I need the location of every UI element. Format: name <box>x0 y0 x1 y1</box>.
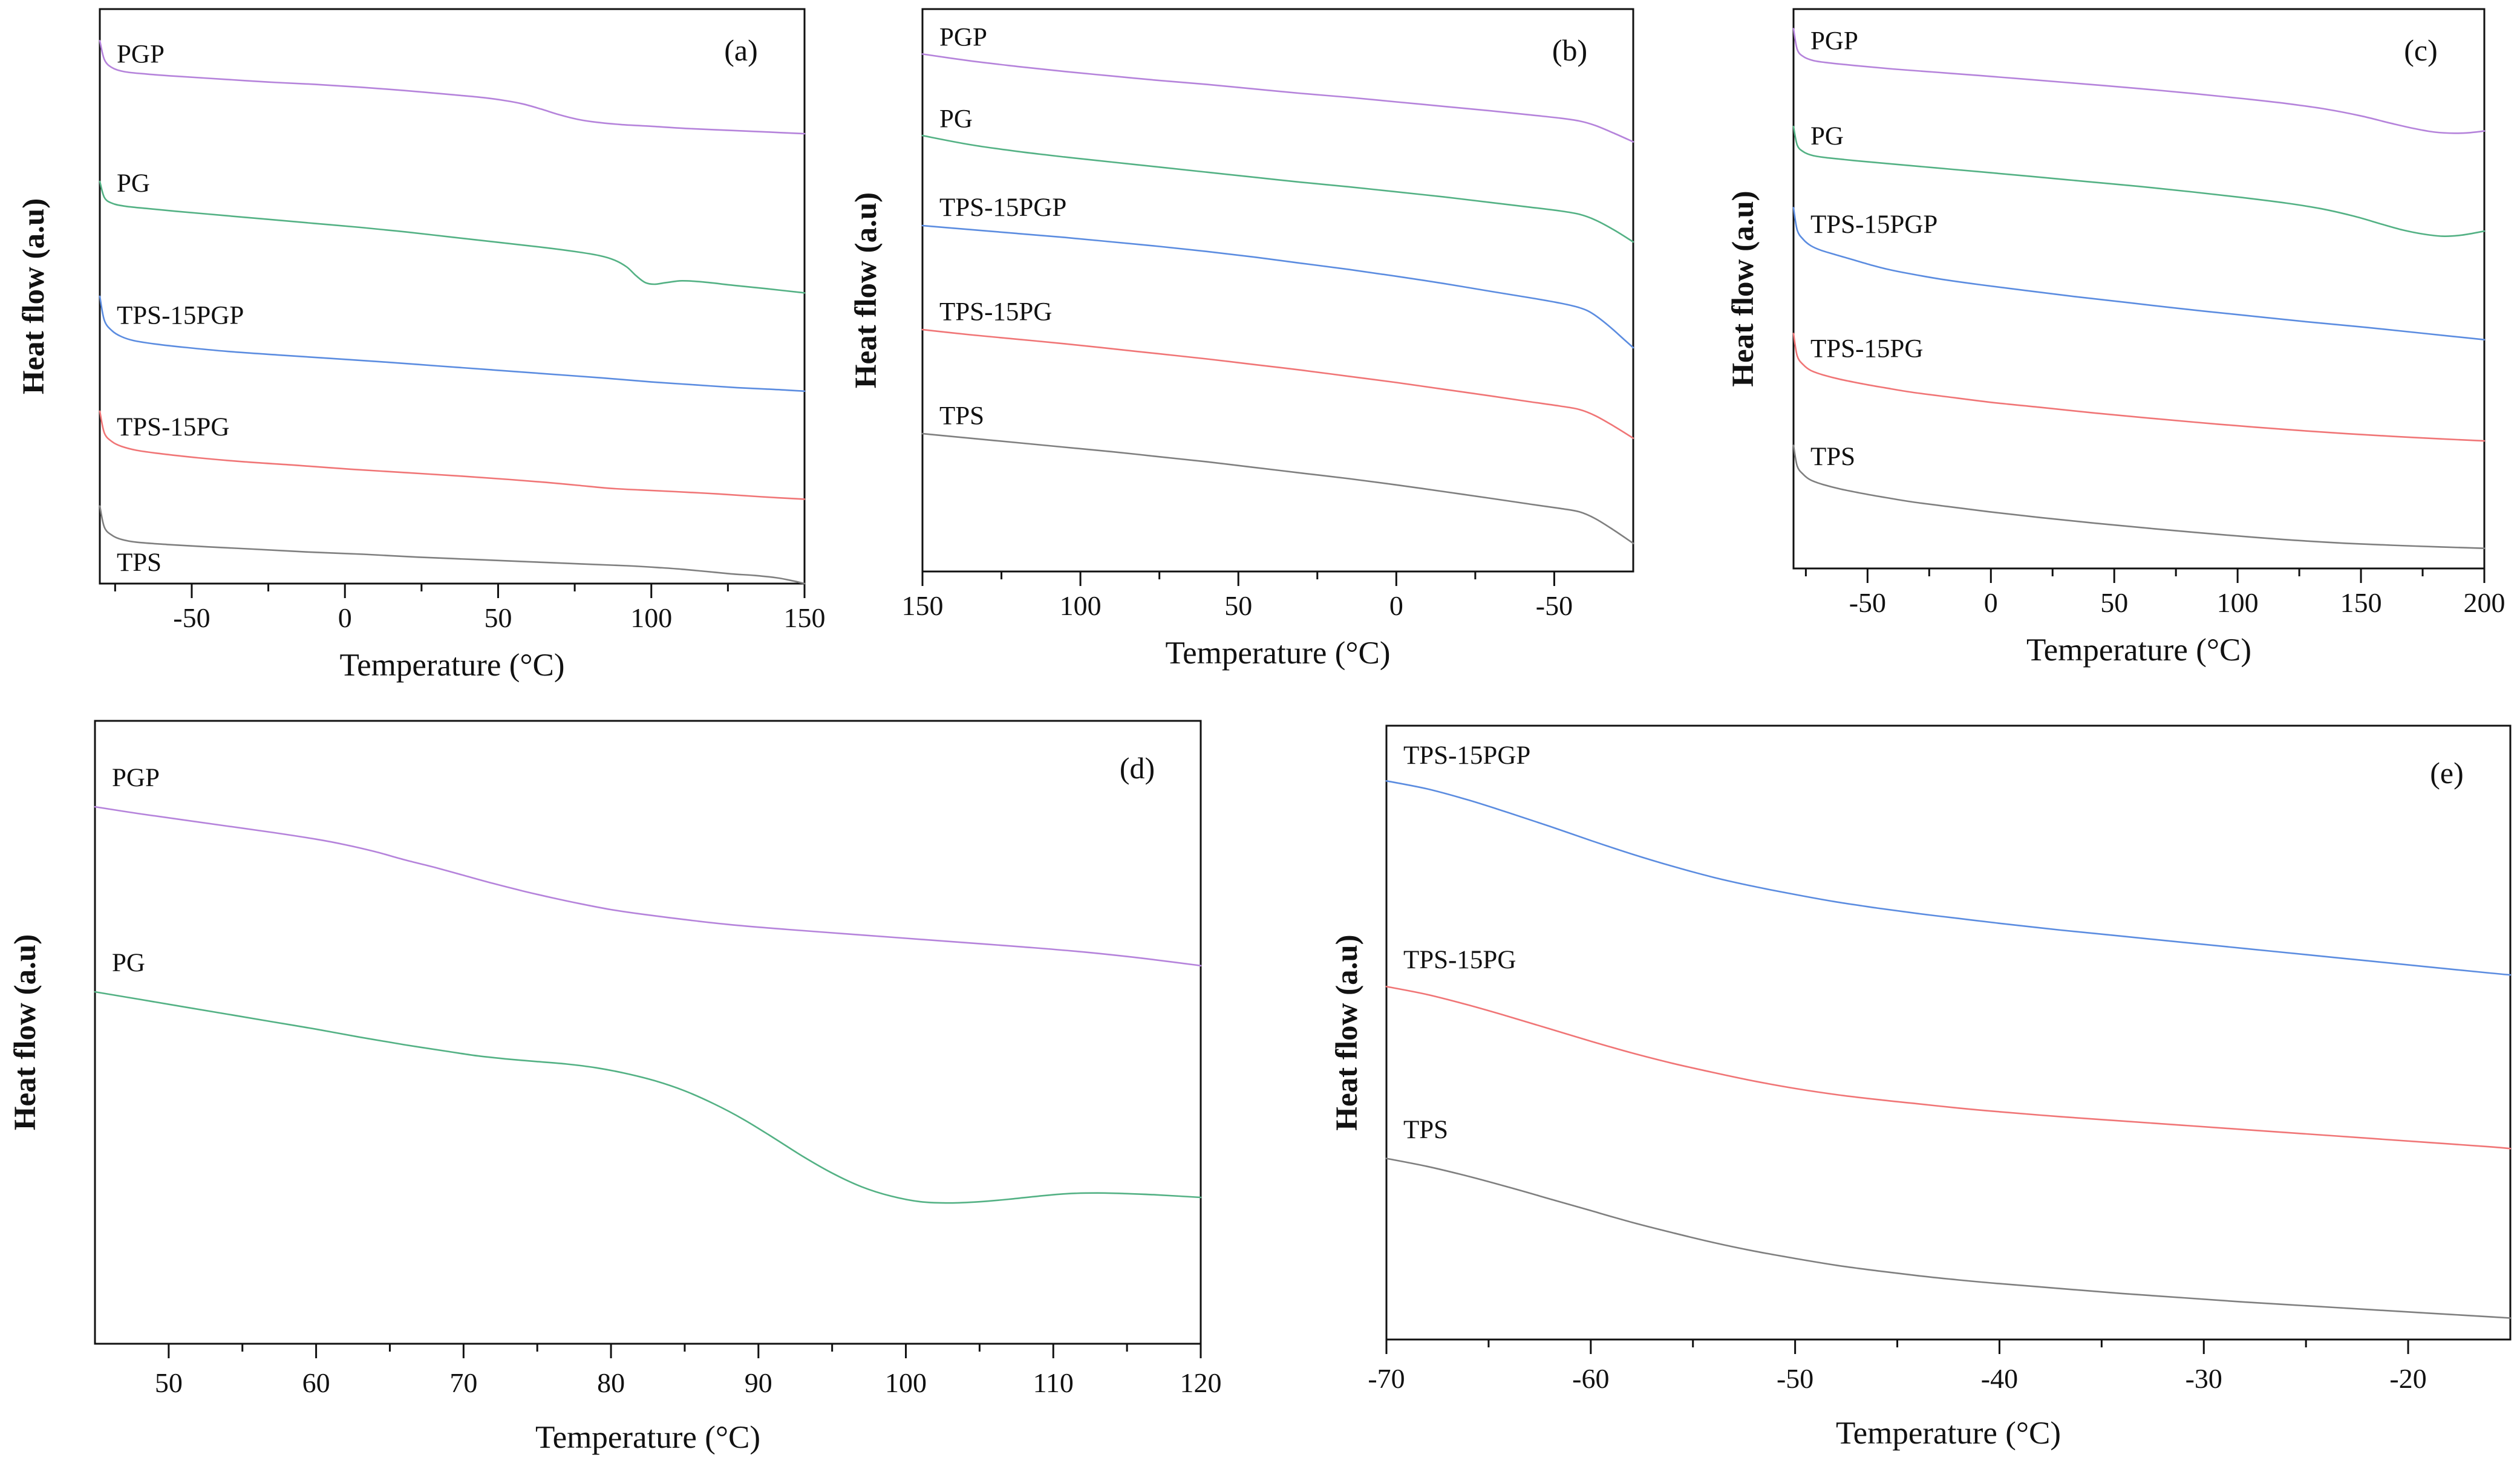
series-curve-PG <box>94 991 1202 1204</box>
x-tick-label: -70 <box>1368 1363 1405 1394</box>
x-tick-label: 70 <box>449 1367 477 1398</box>
series-curve-TPS-15PG <box>1385 986 2512 1150</box>
x-axis-label: Temperature (°C) <box>339 648 564 683</box>
y-axis-label: Heat flow (a.u) <box>8 934 42 1130</box>
series-curve-TPS-15PG <box>1792 333 2486 442</box>
series-curve-TPS-15PG <box>921 328 1634 439</box>
x-tick-label: 110 <box>1033 1367 1074 1398</box>
series-label-TPS-15PG: TPS-15PG <box>1810 334 1923 363</box>
series-curve-PGP <box>921 53 1634 143</box>
plot-box <box>1385 724 2512 1341</box>
series-label-TPS: TPS <box>1403 1116 1448 1144</box>
y-axis-label: Heat flow (a.u) <box>17 198 51 394</box>
series-curve-PG <box>99 180 806 294</box>
x-tick-label: 50 <box>1224 590 1252 621</box>
x-tick-label: 50 <box>484 602 512 633</box>
y-axis-label: Heat flow (a.u) <box>1726 190 1760 386</box>
x-tick-label: 0 <box>1389 590 1403 621</box>
plot-box <box>921 8 1634 573</box>
x-tick-label: 0 <box>338 602 352 633</box>
series-curve-PGP <box>94 806 1202 967</box>
series-label-TPS: TPS <box>117 549 162 577</box>
series-label-PG: PG <box>112 949 145 977</box>
x-tick-label: 100 <box>885 1367 927 1398</box>
plot-box <box>1792 8 2486 570</box>
panel-d: 50 60 70 80 90 100 110 120 Temperature (°C) Heat … <box>8 720 1222 1455</box>
series-label-PG: PG <box>1810 122 1844 151</box>
series-label-TPS-15PG: TPS-15PG <box>1403 946 1516 974</box>
x-tick-label: 50 <box>2100 587 2128 618</box>
series-label-TPS-15PGP: TPS-15PGP <box>117 302 244 330</box>
x-tick-label: -30 <box>2185 1363 2222 1394</box>
series-label-PG: PG <box>939 105 973 133</box>
series-label-TPS-15PG: TPS-15PG <box>117 413 229 441</box>
panel-letter: (c) <box>2404 33 2438 67</box>
x-tick-label: -50 <box>173 602 210 633</box>
series-curve-TPS <box>921 432 1634 544</box>
panel-b: 150 100 50 0 -50 Temperature (°C) Heat flow (a… <box>849 8 1634 671</box>
x-axis-label: Temperature (°C) <box>2026 633 2251 668</box>
series-label-TPS-15PGP: TPS-15PGP <box>1810 210 1937 239</box>
series-curve-TPS <box>99 505 806 585</box>
x-tick-label: 80 <box>597 1367 625 1398</box>
series-curve-PGP <box>99 40 806 135</box>
x-tick-label: -50 <box>1849 587 1886 618</box>
series-label-PG: PG <box>117 169 150 198</box>
x-tick-label: 100 <box>1060 590 1102 621</box>
series-curve-TPS <box>1792 444 2486 549</box>
x-tick-label: -20 <box>2389 1363 2426 1394</box>
series-label-TPS: TPS <box>939 402 984 430</box>
x-tick-label: -50 <box>1777 1363 1813 1394</box>
x-tick-label: 200 <box>2464 587 2505 618</box>
x-tick-label: 60 <box>302 1367 330 1398</box>
x-tick-label: -60 <box>1572 1363 1609 1394</box>
series-curve-TPS-15PGP <box>99 295 806 392</box>
series-label-TPS-15PGP: TPS-15PGP <box>1403 741 1530 770</box>
y-axis-label: Heat flow (a.u) <box>1330 934 1364 1130</box>
series-curve-TPS <box>1385 1157 2512 1319</box>
series-curve-TPS-15PGP <box>921 224 1634 349</box>
x-tick-label: 150 <box>2340 587 2382 618</box>
plot-box <box>94 720 1202 1345</box>
panel-e: -70 -60 -50 -40 -30 -20 Temperature (°C) Heat f… <box>1330 724 2512 1451</box>
panel-letter: (a) <box>724 33 758 67</box>
x-axis-label: Temperature (°C) <box>535 1420 760 1455</box>
series-label-PGP: PGP <box>112 764 160 792</box>
x-tick-label: 150 <box>902 590 944 621</box>
series-curve-PG <box>1792 125 2486 237</box>
series-curve-TPS-15PG <box>99 410 806 500</box>
x-tick-label: -50 <box>1536 590 1573 621</box>
series-label-PGP: PGP <box>117 40 165 68</box>
panel-letter: (b) <box>1552 33 1587 67</box>
x-tick-label: 150 <box>784 602 826 633</box>
x-tick-label: 90 <box>745 1367 772 1398</box>
series-label-PGP: PGP <box>939 23 987 51</box>
x-axis-label: Temperature (°C) <box>1165 636 1390 671</box>
x-tick-label: 100 <box>630 602 672 633</box>
series-curve-TPS-15PGP <box>1385 780 2512 976</box>
x-axis-label: Temperature (°C) <box>1836 1416 2061 1451</box>
x-tick-label: 50 <box>155 1367 183 1398</box>
panel-letter: (e) <box>2430 756 2464 790</box>
series-curve-PGP <box>1792 28 2486 134</box>
series-curve-TPS-15PGP <box>1792 207 2486 340</box>
series-label-PGP: PGP <box>1810 27 1858 56</box>
series-label-TPS-15PGP: TPS-15PGP <box>939 194 1066 222</box>
x-tick-label: 120 <box>1180 1367 1222 1398</box>
panel-c: -50 0 50 100 150 200 Temperature (°C) Heat flow… <box>1726 8 2505 668</box>
panel-a: -50 0 50 100 150 Temperature (°C) Heat flow (a… <box>17 8 826 683</box>
series-label-TPS-15PG: TPS-15PG <box>939 298 1052 326</box>
panel-letter: (d) <box>1120 751 1155 785</box>
series-curve-PG <box>921 134 1634 243</box>
series-label-TPS: TPS <box>1810 443 1855 471</box>
x-tick-label: 100 <box>2217 587 2259 618</box>
x-tick-label: -40 <box>1981 1363 2018 1394</box>
x-tick-label: 0 <box>1984 587 1998 618</box>
y-axis-label: Heat flow (a.u) <box>849 192 883 388</box>
